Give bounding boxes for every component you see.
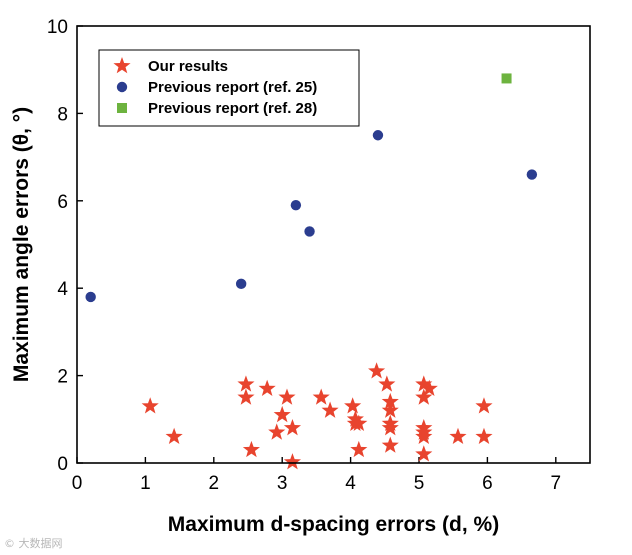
ref25-point	[304, 226, 315, 237]
our-result-point	[237, 375, 255, 392]
our-result-point	[381, 436, 399, 453]
y-tick-label: 10	[47, 17, 68, 38]
x-tick-label: 5	[414, 473, 425, 494]
our-result-point	[415, 388, 433, 405]
plot-frame	[76, 25, 591, 464]
our-result-point	[283, 453, 302, 470]
circle-icon	[116, 81, 128, 93]
our-result-point	[350, 440, 368, 458]
x-tick-label: 1	[140, 473, 151, 494]
our-result-point	[350, 414, 368, 431]
x-tick-label: 3	[277, 473, 288, 494]
y-tick-label: 6	[57, 192, 68, 213]
legend-label: Previous report (ref. 28)	[148, 100, 317, 117]
ref25-point	[372, 130, 384, 141]
axis-ticks: 0 1 2 3 4 5 6 7 0 2 4 6 8 10	[47, 17, 561, 494]
x-tick-label: 6	[482, 473, 493, 494]
our-result-point	[381, 401, 399, 418]
our-result-point	[321, 401, 339, 418]
our-result-point	[378, 375, 396, 392]
y-tick-label: 4	[57, 279, 68, 300]
legend: Our results Previous report (ref. 25) Prev…	[98, 49, 360, 127]
y-tick-label: 8	[57, 104, 68, 125]
our-result-point	[141, 397, 159, 414]
x-tick-label: 2	[209, 473, 220, 494]
our-result-point	[420, 379, 438, 396]
ref25-point	[290, 199, 302, 211]
y-axis-title: Maximum angle errors (θ, °)	[10, 107, 33, 382]
legend-label: Previous report (ref. 25)	[148, 79, 317, 96]
x-axis-title: Maximum d-spacing errors (d, %)	[168, 513, 499, 536]
our-result-point	[258, 379, 276, 396]
our-result-point	[475, 397, 493, 414]
our-result-point	[165, 427, 183, 445]
y-tick-label: 2	[57, 367, 68, 388]
our-result-point	[268, 423, 286, 440]
ref25-point	[85, 291, 96, 303]
our-result-point	[237, 388, 255, 405]
our-result-point	[242, 440, 260, 458]
star-icon	[113, 57, 131, 74]
our-result-point	[475, 427, 493, 445]
ref25-point	[526, 169, 538, 180]
our-result-point	[415, 445, 433, 462]
our-result-point	[415, 427, 433, 445]
our-result-point	[344, 397, 362, 414]
data-points	[85, 73, 538, 470]
our-result-point	[381, 419, 399, 436]
legend-box	[98, 49, 360, 127]
legend-label: Our results	[148, 58, 228, 75]
our-result-point	[283, 419, 302, 436]
our-result-point	[312, 388, 330, 405]
our-result-point	[278, 388, 296, 405]
x-tick-label: 0	[72, 473, 83, 494]
ref28-point	[501, 73, 512, 84]
ref25-point	[235, 278, 247, 290]
our-result-point	[415, 375, 433, 392]
our-result-point	[368, 362, 386, 379]
x-tick-label: 4	[345, 473, 356, 494]
x-tick-label: 7	[551, 473, 562, 494]
watermark: © 大数据网	[4, 537, 63, 550]
our-result-point	[381, 392, 399, 410]
square-icon	[117, 103, 127, 113]
our-result-point	[273, 405, 291, 423]
y-tick-label: 0	[57, 454, 68, 475]
our-result-point	[449, 427, 467, 445]
